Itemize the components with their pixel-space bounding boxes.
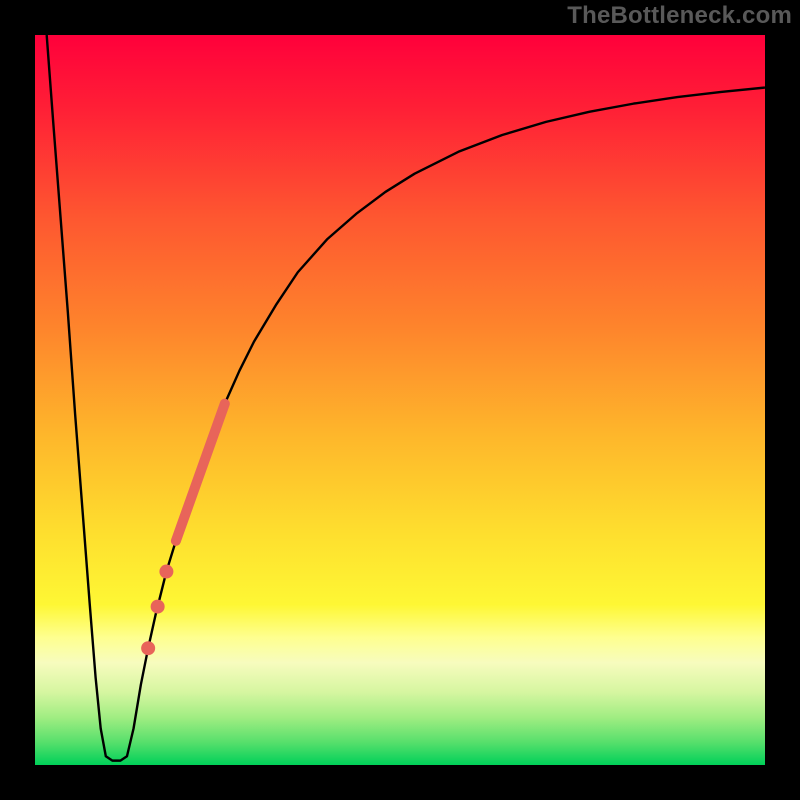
watermark-text: TheBottleneck.com (567, 2, 792, 30)
data-marker (151, 600, 165, 614)
chart-svg (0, 0, 800, 800)
chart-container: TheBottleneck.com (0, 0, 800, 800)
plot-background (35, 35, 765, 765)
data-marker (159, 565, 173, 579)
data-marker (141, 641, 155, 655)
